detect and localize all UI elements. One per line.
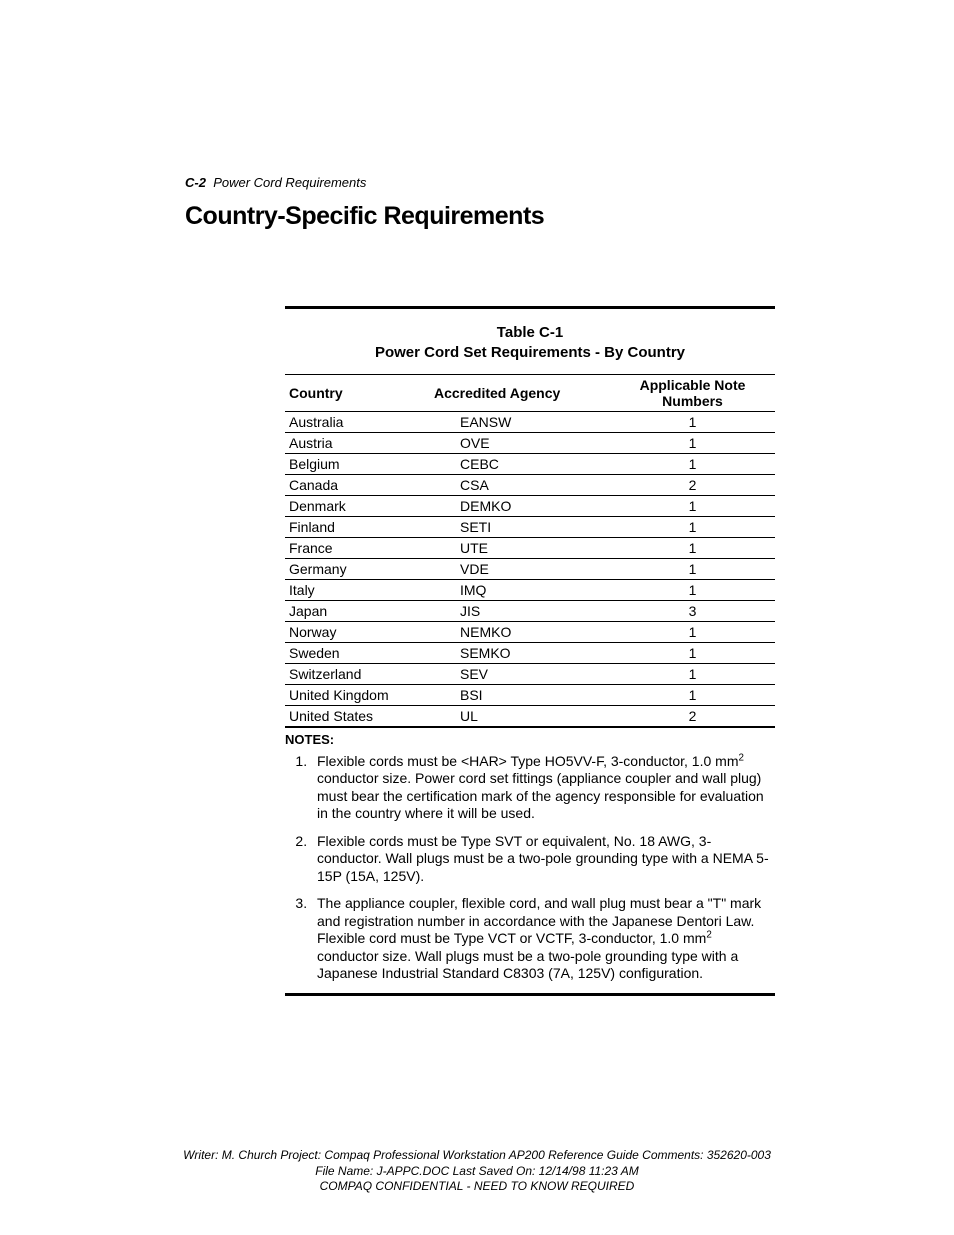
cell-note-number: 1 xyxy=(610,537,775,558)
page-footer: Writer: M. Church Project: Compaq Profes… xyxy=(0,1148,954,1195)
cell-note-number: 1 xyxy=(610,495,775,516)
table-row: AustriaOVE1 xyxy=(285,432,775,453)
table-row: CanadaCSA2 xyxy=(285,474,775,495)
cell-agency: SEMKO xyxy=(430,642,610,663)
cell-note-number: 3 xyxy=(610,600,775,621)
table-row: GermanyVDE1 xyxy=(285,558,775,579)
cell-country: France xyxy=(285,537,430,558)
cell-note-number: 1 xyxy=(610,432,775,453)
cell-country: Australia xyxy=(285,411,430,432)
table-row: United StatesUL2 xyxy=(285,705,775,727)
table-row: BelgiumCEBC1 xyxy=(285,453,775,474)
table-row: FinlandSETI1 xyxy=(285,516,775,537)
cell-note-number: 1 xyxy=(610,453,775,474)
note-item: Flexible cords must be <HAR> Type HO5VV-… xyxy=(311,753,775,823)
table-container: Table C-1 Power Cord Set Requirements - … xyxy=(285,306,775,996)
col-notes: Applicable Note Numbers xyxy=(610,374,775,411)
cell-note-number: 1 xyxy=(610,642,775,663)
cell-agency: JIS xyxy=(430,600,610,621)
superscript: 2 xyxy=(706,929,711,940)
table-row: FranceUTE1 xyxy=(285,537,775,558)
page-header: C-2 Power Cord Requirements xyxy=(185,175,784,190)
cell-country: Canada xyxy=(285,474,430,495)
cell-note-number: 1 xyxy=(610,621,775,642)
table-row: SwitzerlandSEV1 xyxy=(285,663,775,684)
notes-list: Flexible cords must be <HAR> Type HO5VV-… xyxy=(285,753,775,983)
cell-country: United States xyxy=(285,705,430,727)
cell-agency: SEV xyxy=(430,663,610,684)
cell-country: Austria xyxy=(285,432,430,453)
cell-agency: CEBC xyxy=(430,453,610,474)
notes-label: NOTES: xyxy=(285,732,775,747)
cell-agency: EANSW xyxy=(430,411,610,432)
requirements-table: Country Accredited Agency Applicable Not… xyxy=(285,374,775,728)
section-title: Country-Specific Requirements xyxy=(185,202,784,231)
cell-country: Sweden xyxy=(285,642,430,663)
cell-country: Denmark xyxy=(285,495,430,516)
cell-country: Switzerland xyxy=(285,663,430,684)
table-row: DenmarkDEMKO1 xyxy=(285,495,775,516)
bottom-rule xyxy=(285,993,775,996)
cell-note-number: 1 xyxy=(610,516,775,537)
caption-line-1: Table C-1 xyxy=(497,324,563,341)
table-caption: Table C-1 Power Cord Set Requirements - … xyxy=(285,323,775,364)
cell-note-number: 1 xyxy=(610,411,775,432)
footer-line-3: COMPAQ CONFIDENTIAL - NEED TO KNOW REQUI… xyxy=(0,1179,954,1195)
caption-line-2: Power Cord Set Requirements - By Country xyxy=(375,344,685,361)
table-row: JapanJIS3 xyxy=(285,600,775,621)
table-row: NorwayNEMKO1 xyxy=(285,621,775,642)
cell-country: Italy xyxy=(285,579,430,600)
cell-note-number: 1 xyxy=(610,579,775,600)
cell-country: Germany xyxy=(285,558,430,579)
cell-agency: UTE xyxy=(430,537,610,558)
note-item: The appliance coupler, flexible cord, an… xyxy=(311,895,775,983)
cell-note-number: 1 xyxy=(610,684,775,705)
cell-agency: VDE xyxy=(430,558,610,579)
col-agency: Accredited Agency xyxy=(430,374,610,411)
table-row: ItalyIMQ1 xyxy=(285,579,775,600)
cell-agency: CSA xyxy=(430,474,610,495)
table-header-row: Country Accredited Agency Applicable Not… xyxy=(285,374,775,411)
col-country: Country xyxy=(285,374,430,411)
superscript: 2 xyxy=(738,752,743,763)
cell-country: Belgium xyxy=(285,453,430,474)
cell-agency: DEMKO xyxy=(430,495,610,516)
cell-note-number: 2 xyxy=(610,705,775,727)
cell-agency: IMQ xyxy=(430,579,610,600)
chapter-title: Power Cord Requirements xyxy=(213,175,366,190)
cell-agency: UL xyxy=(430,705,610,727)
cell-country: Japan xyxy=(285,600,430,621)
cell-country: Norway xyxy=(285,621,430,642)
page-number: C-2 xyxy=(185,175,206,190)
cell-agency: NEMKO xyxy=(430,621,610,642)
cell-agency: BSI xyxy=(430,684,610,705)
table-row: SwedenSEMKO1 xyxy=(285,642,775,663)
top-rule xyxy=(285,306,775,309)
cell-note-number: 2 xyxy=(610,474,775,495)
table-row: AustraliaEANSW1 xyxy=(285,411,775,432)
note-item: Flexible cords must be Type SVT or equiv… xyxy=(311,833,775,886)
cell-note-number: 1 xyxy=(610,558,775,579)
cell-note-number: 1 xyxy=(610,663,775,684)
cell-agency: SETI xyxy=(430,516,610,537)
cell-country: United Kingdom xyxy=(285,684,430,705)
table-row: United KingdomBSI1 xyxy=(285,684,775,705)
cell-agency: OVE xyxy=(430,432,610,453)
cell-country: Finland xyxy=(285,516,430,537)
footer-line-1: Writer: M. Church Project: Compaq Profes… xyxy=(0,1148,954,1164)
footer-line-2: File Name: J-APPC.DOC Last Saved On: 12/… xyxy=(0,1164,954,1180)
